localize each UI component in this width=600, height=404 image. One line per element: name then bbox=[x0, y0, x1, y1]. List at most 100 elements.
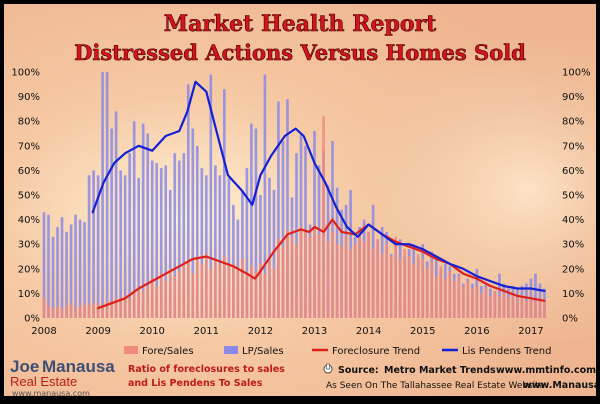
fore-sales-bar bbox=[105, 300, 109, 318]
fore-sales-bar bbox=[502, 293, 506, 318]
fore-sales-bar bbox=[277, 239, 280, 318]
fore-sales-bar bbox=[254, 271, 258, 318]
lp-sales-bar bbox=[250, 123, 253, 318]
fore-sales-bar bbox=[349, 249, 352, 318]
x-tick: 2013 bbox=[302, 326, 327, 337]
fore-sales-bar bbox=[322, 116, 325, 318]
fore-sales-bar bbox=[200, 263, 204, 318]
lp-sales-bar bbox=[69, 224, 73, 318]
y-tick-left: 20% bbox=[18, 264, 40, 275]
lp-sales-bar bbox=[254, 128, 258, 318]
y-tick-right: 50% bbox=[562, 191, 584, 202]
fore-sales-bar bbox=[159, 273, 163, 318]
y-tick-left: 10% bbox=[18, 289, 40, 300]
fore-sales-bar bbox=[525, 300, 528, 318]
lp-sales-bar bbox=[92, 170, 95, 318]
fore-sales-bar bbox=[484, 288, 488, 318]
fore-sales-bar bbox=[538, 298, 542, 318]
fore-sales-bar bbox=[51, 308, 55, 318]
hand-pointer-icon bbox=[323, 363, 333, 374]
fore-sales-bar bbox=[47, 305, 50, 318]
fore-sales-bar bbox=[146, 286, 150, 318]
lp-sales-bar bbox=[534, 273, 537, 318]
lp-sales-bar bbox=[295, 153, 298, 318]
lp-sales-bar bbox=[137, 177, 140, 318]
fore-sales-bar bbox=[42, 298, 46, 318]
lp-sales-bar bbox=[227, 177, 231, 318]
lp-sales-bar bbox=[155, 163, 159, 318]
fore-sales-bar bbox=[489, 295, 492, 318]
legend: Fore/Sales LP/Sales Foreclosure Trend Li… bbox=[124, 346, 552, 357]
legend-swatch-fore-sales bbox=[124, 346, 138, 354]
fore-sales-bar bbox=[308, 236, 312, 318]
lp-sales-bar bbox=[272, 190, 276, 318]
fore-sales-bar bbox=[480, 293, 483, 318]
fore-sales-bars bbox=[42, 116, 546, 318]
fore-sales-bar bbox=[132, 293, 136, 318]
lp-sales-bar bbox=[60, 217, 64, 318]
lp-sales-bar bbox=[159, 167, 163, 318]
fore-sales-bar bbox=[416, 254, 420, 318]
y-tick-right: 70% bbox=[562, 141, 584, 152]
fore-sales-bar bbox=[313, 224, 316, 318]
x-tick: 2010 bbox=[139, 326, 164, 337]
fore-sales-bar bbox=[439, 266, 443, 318]
fore-sales-bar bbox=[96, 303, 100, 318]
footnote-line2: and Lis Pendens To Sales bbox=[128, 378, 263, 389]
fore-sales-bar bbox=[69, 303, 73, 318]
fore-sales-bar bbox=[516, 298, 519, 318]
source-label: Source: bbox=[338, 365, 379, 376]
y-tick-right: 40% bbox=[562, 215, 584, 226]
fore-sales-bar bbox=[425, 268, 429, 318]
chart-title: Market Health Report bbox=[164, 11, 437, 37]
y-tick-left: 90% bbox=[18, 92, 40, 103]
lp-sales-bar bbox=[173, 153, 177, 318]
lp-sales-bar bbox=[218, 175, 222, 318]
lp-sales-bar bbox=[277, 101, 280, 319]
fore-sales-bar bbox=[394, 236, 397, 318]
fore-sales-bar bbox=[205, 254, 208, 318]
fore-sales-bar bbox=[340, 246, 343, 318]
fore-sales-bar bbox=[150, 278, 154, 318]
lp-sales-bar bbox=[214, 165, 217, 318]
lp-sales-bar bbox=[200, 167, 204, 318]
lp-sales-bar bbox=[232, 204, 235, 318]
y-tick-right: 90% bbox=[562, 92, 584, 103]
fore-sales-bar bbox=[403, 249, 407, 318]
brand-subtitle: Real Estate bbox=[10, 374, 77, 389]
fore-sales-bar bbox=[358, 234, 361, 318]
fore-sales-bar bbox=[209, 268, 213, 318]
x-tick: 2012 bbox=[248, 326, 273, 337]
fore-sales-bar bbox=[241, 258, 244, 318]
lp-sales-bar bbox=[101, 72, 104, 318]
lp-sales-bar bbox=[299, 133, 303, 318]
fore-sales-bar bbox=[493, 290, 497, 318]
fore-sales-bar bbox=[385, 244, 388, 318]
fore-sales-bar bbox=[529, 298, 533, 318]
fore-sales-bar bbox=[520, 295, 524, 318]
fore-sales-bar bbox=[128, 298, 131, 318]
lp-sales-bar bbox=[209, 74, 213, 319]
fore-sales-bar bbox=[452, 281, 456, 318]
fore-sales-bar bbox=[421, 258, 425, 318]
y-tick-left: 100% bbox=[11, 68, 40, 79]
lp-sales-bar bbox=[195, 145, 199, 318]
x-axis: 2008 2009 2010 2011 2012 2013 2014 2015 2016 2017 bbox=[31, 326, 543, 337]
fore-sales-bar bbox=[299, 226, 303, 318]
source-text: Metro Market Trends bbox=[384, 365, 496, 376]
source-url: www.mmtinfo.com bbox=[496, 365, 596, 376]
lp-sales-bar bbox=[286, 99, 289, 318]
y-tick-left: 40% bbox=[18, 215, 40, 226]
fore-sales-bar bbox=[268, 261, 271, 318]
fore-sales-bar bbox=[223, 256, 226, 318]
lp-sales-bar bbox=[56, 226, 59, 318]
fore-sales-bar bbox=[462, 286, 465, 318]
fore-sales-bar bbox=[191, 273, 195, 318]
fore-sales-bar bbox=[443, 278, 447, 318]
fore-sales-bar bbox=[177, 271, 181, 318]
y-tick-right: 60% bbox=[562, 166, 584, 177]
y-tick-left: 80% bbox=[18, 117, 40, 128]
